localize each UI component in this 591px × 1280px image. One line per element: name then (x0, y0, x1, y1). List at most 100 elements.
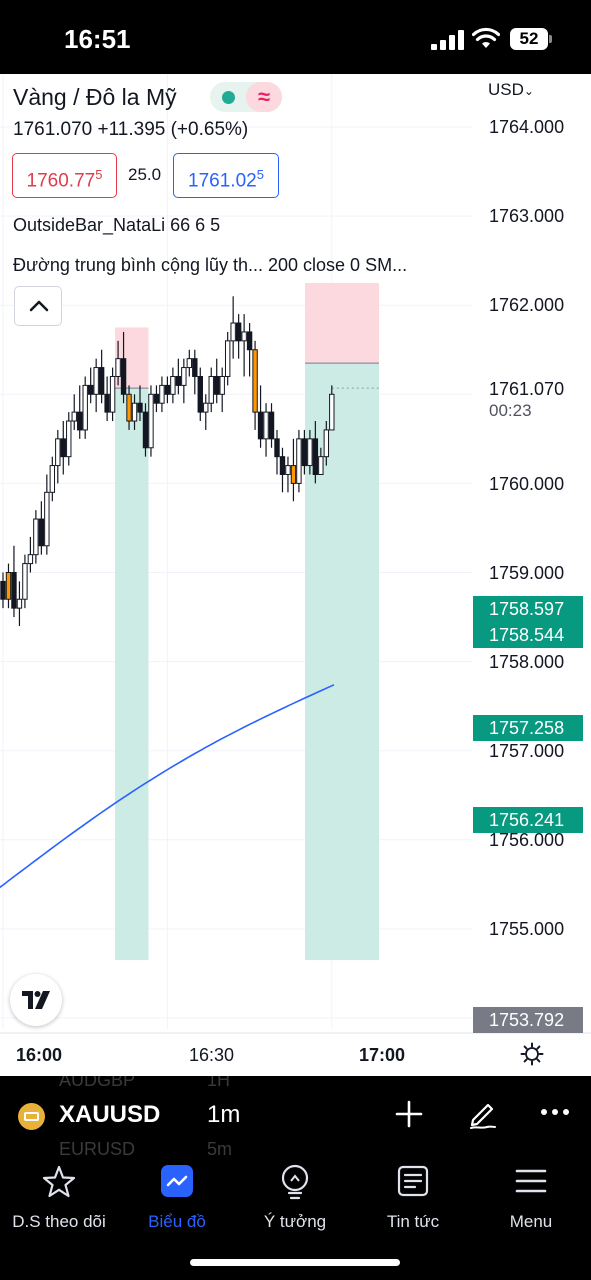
candle-up (181, 367, 187, 386)
chevron-up-icon (29, 300, 49, 312)
ghost-symbol: AUDGBP (59, 1076, 136, 1090)
candle-up (5, 572, 12, 600)
price-tick: 1756.000 (489, 830, 565, 850)
stop-loss-zone (305, 282, 379, 364)
price-tick: 1758.000 (489, 652, 565, 672)
chart-settings-icon[interactable] (520, 1042, 544, 1066)
price-label-green: 1757.258 (473, 715, 583, 741)
candle-down (246, 331, 253, 351)
candle-up (22, 563, 28, 600)
candle-up (208, 375, 214, 404)
tradingview-logo[interactable] (10, 974, 62, 1026)
price-tick: 1755.000 (489, 919, 565, 939)
candle-down (290, 465, 297, 484)
candle-down (192, 358, 198, 377)
candle-down (214, 375, 220, 395)
price-tick: 1762.000 (489, 295, 565, 315)
candle-up (203, 402, 209, 413)
candle-up (16, 598, 23, 609)
candle-down (257, 411, 264, 440)
tv-logo-icon (22, 991, 50, 1009)
candle-up (49, 465, 56, 493)
collapse-legend-button[interactable] (14, 286, 62, 326)
signal-icon (431, 30, 465, 50)
candle-down (126, 393, 132, 422)
candle-up (285, 465, 291, 475)
ask-price-pip: 5 (256, 167, 264, 182)
candle-down (98, 367, 105, 395)
delayed-data-icon: ≈ (246, 82, 282, 112)
bar-countdown: 00:23 (489, 401, 532, 420)
more-options-icon[interactable] (540, 1106, 572, 1118)
battery-icon: 52 (510, 28, 548, 50)
candle-up (71, 411, 77, 422)
tab-label: Tin tức (386, 1212, 440, 1231)
candle-down (142, 411, 149, 449)
tab-label: D.S theo dõi (12, 1212, 106, 1231)
moving-average-line (0, 684, 335, 889)
candle-down (120, 358, 127, 395)
price-label-green: 1756.241 (473, 807, 583, 833)
chart-canvas[interactable] (0, 74, 591, 1076)
ghost-timeframe: 5m (207, 1139, 233, 1156)
candle-down (279, 456, 286, 475)
tab-news[interactable]: Tin tức (354, 1164, 472, 1234)
indicator-outsidebar[interactable]: OutsideBar_NataLi 66 6 5 (13, 215, 221, 235)
tab-label: Ý tưởng (263, 1212, 327, 1231)
drawing-tools-icon[interactable] (467, 1098, 499, 1130)
candle-down (235, 322, 242, 342)
tab-chart[interactable]: Biểu đồ (118, 1164, 236, 1234)
market-open-icon (222, 91, 235, 104)
stop-loss-zone (115, 327, 149, 389)
price-label-green: 1758.544 (473, 622, 583, 648)
candle-up (93, 367, 99, 395)
candle-up (323, 429, 330, 458)
indicator-sma[interactable]: Đường trung bình cộng lũy th... 200 clos… (13, 255, 408, 275)
candle-up (109, 375, 116, 413)
news-icon (397, 1165, 429, 1197)
candle-up (82, 384, 88, 431)
candle-down (104, 393, 110, 413)
candle-down (301, 438, 308, 467)
price-tick: 1757.000 (489, 741, 565, 761)
symbol-title[interactable]: Vàng / Đô la Mỹ (13, 84, 177, 110)
candle-up (33, 518, 39, 556)
price-label-green: 1758.597 (473, 596, 583, 622)
candle-down (197, 375, 203, 413)
candle-down (60, 438, 66, 458)
price-tick: 1760.000 (489, 474, 565, 494)
tab-watchlist[interactable]: D.S theo dõi (0, 1164, 118, 1234)
chart-area[interactable] (0, 74, 591, 1076)
symbol-toolbar: AUDGBP 1H EURUSD 5m XAUUSD 1m (0, 1076, 591, 1156)
wifi-icon (472, 27, 500, 48)
timeframe-selector[interactable]: 1m (207, 1101, 241, 1128)
candle-down (252, 349, 258, 413)
star-icon (42, 1165, 76, 1198)
currency-select[interactable]: USD⌄ (488, 80, 534, 100)
ghost-symbol: EURUSD (59, 1139, 136, 1156)
tab-menu[interactable]: Menu (472, 1164, 590, 1234)
ask-price: 1761.02 (188, 170, 257, 192)
buy-button[interactable]: 1761.025 (173, 153, 279, 198)
candle-up (219, 375, 225, 395)
candle-down (77, 411, 83, 431)
sell-button[interactable]: 1760.775 (12, 153, 117, 198)
tab-bar: D.S theo dõi Biểu đồ Ý tưởng Tin tức Men… (0, 1156, 591, 1280)
ghost-timeframe: 1H (207, 1076, 231, 1090)
last-price-label: 1761.070 (489, 379, 565, 399)
candle-down (137, 402, 143, 413)
currency-label: USD (488, 80, 524, 99)
candle-up (186, 358, 193, 369)
candle-up (131, 402, 138, 422)
chevron-down-icon: ⌄ (523, 84, 534, 98)
candle-up (296, 438, 302, 484)
candle-down (0, 580, 6, 600)
symbol-selector[interactable]: XAUUSD (59, 1101, 161, 1128)
candle-down (38, 518, 45, 547)
status-badges[interactable]: ≈ (210, 82, 282, 112)
bid-price: 1760.77 (26, 170, 96, 192)
candle-down (274, 438, 280, 458)
tab-ideas[interactable]: Ý tưởng (236, 1164, 354, 1234)
plus-icon[interactable] (395, 1100, 423, 1128)
tab-label: Biểu đồ (148, 1212, 206, 1231)
